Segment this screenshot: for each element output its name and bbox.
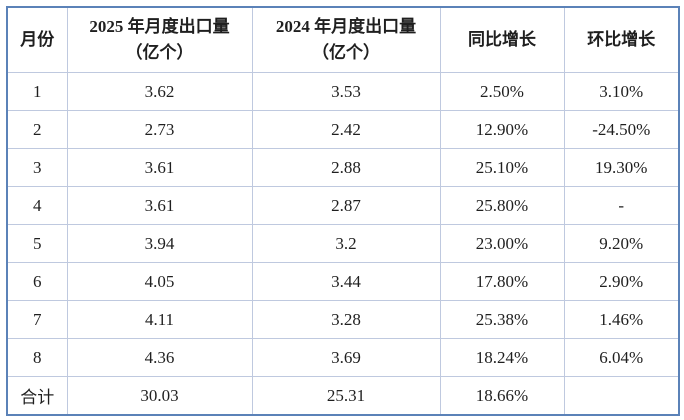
cell-mom-growth: 19.30% — [563, 148, 680, 187]
cell-export-2024: 2.88 — [251, 148, 441, 187]
table-body: 1 3.62 3.53 2.50% 3.10% 2 2.73 2.42 12.90% -24.50… — [6, 72, 680, 416]
header-export-2025-line1: 2025 年月度出口量 — [89, 16, 230, 36]
table-row: 5 3.94 3.2 23.00% 9.20% — [6, 224, 680, 263]
total-row: 合计 30.03 25.31 18.66% — [6, 376, 680, 416]
cell-export-2024: 3.44 — [251, 262, 441, 301]
cell-export-2024: 25.31 — [251, 376, 441, 416]
cell-month: 6 — [6, 262, 68, 301]
table-row: 7 4.11 3.28 25.38% 1.46% — [6, 300, 680, 339]
cell-month: 8 — [6, 338, 68, 377]
cell-mom-growth — [563, 376, 680, 416]
cell-export-2025: 3.61 — [66, 186, 253, 225]
cell-export-2025: 4.11 — [66, 300, 253, 339]
cell-export-2025: 4.36 — [66, 338, 253, 377]
cell-export-2024: 2.42 — [251, 110, 441, 149]
cell-total-label: 合计 — [6, 376, 68, 416]
header-row: 月份 2025 年月度出口量 （亿个） 2024 年月度出口量 （亿个） 同比增… — [6, 6, 680, 73]
cell-mom-growth: 9.20% — [563, 224, 680, 263]
cell-mom-growth: 6.04% — [563, 338, 680, 377]
table-header: 月份 2025 年月度出口量 （亿个） 2024 年月度出口量 （亿个） 同比增… — [6, 6, 680, 73]
table-row: 4 3.61 2.87 25.80% - — [6, 186, 680, 225]
cell-yoy-growth: 17.80% — [439, 262, 565, 301]
header-yoy-growth: 同比增长 — [439, 6, 565, 73]
cell-yoy-growth: 2.50% — [439, 72, 565, 111]
cell-yoy-growth: 25.80% — [439, 186, 565, 225]
cell-export-2025: 3.61 — [66, 148, 253, 187]
table-row: 2 2.73 2.42 12.90% -24.50% — [6, 110, 680, 149]
header-export-2025-line2: （亿个） — [125, 43, 194, 62]
cell-mom-growth: - — [563, 186, 680, 225]
cell-export-2024: 3.2 — [251, 224, 441, 263]
cell-export-2025: 3.62 — [66, 72, 253, 111]
cell-export-2025: 3.94 — [66, 224, 253, 263]
table-row: 6 4.05 3.44 17.80% 2.90% — [6, 262, 680, 301]
cell-export-2024: 3.53 — [251, 72, 441, 111]
cell-export-2025: 2.73 — [66, 110, 253, 149]
cell-yoy-growth: 18.66% — [439, 376, 565, 416]
table-row: 3 3.61 2.88 25.10% 19.30% — [6, 148, 680, 187]
cell-yoy-growth: 23.00% — [439, 224, 565, 263]
cell-mom-growth: 1.46% — [563, 300, 680, 339]
table-row: 1 3.62 3.53 2.50% 3.10% — [6, 72, 680, 111]
monthly-export-table: 月份 2025 年月度出口量 （亿个） 2024 年月度出口量 （亿个） 同比增… — [6, 6, 680, 416]
cell-yoy-growth: 18.24% — [439, 338, 565, 377]
header-export-2024-line1: 2024 年月度出口量 — [275, 16, 417, 36]
header-export-2025: 2025 年月度出口量 （亿个） — [66, 6, 253, 73]
cell-export-2024: 3.28 — [251, 300, 441, 339]
header-export-2024-line2: （亿个） — [312, 43, 380, 62]
cell-mom-growth: 3.10% — [563, 72, 680, 111]
cell-month: 2 — [6, 110, 68, 149]
header-mom-growth: 环比增长 — [563, 6, 680, 73]
cell-export-2024: 2.87 — [251, 186, 441, 225]
cell-yoy-growth: 25.38% — [439, 300, 565, 339]
cell-yoy-growth: 25.10% — [439, 148, 565, 187]
header-export-2024: 2024 年月度出口量 （亿个） — [251, 6, 441, 73]
cell-export-2025: 30.03 — [66, 376, 253, 416]
cell-export-2024: 3.69 — [251, 338, 441, 377]
cell-yoy-growth: 12.90% — [439, 110, 565, 149]
cell-month: 3 — [6, 148, 68, 187]
cell-month: 7 — [6, 300, 68, 339]
cell-mom-growth: 2.90% — [563, 262, 680, 301]
table-row: 8 4.36 3.69 18.24% 6.04% — [6, 338, 680, 377]
cell-export-2025: 4.05 — [66, 262, 253, 301]
header-month: 月份 — [6, 6, 68, 73]
cell-mom-growth: -24.50% — [563, 110, 680, 149]
cell-month: 5 — [6, 224, 68, 263]
cell-month: 4 — [6, 186, 68, 225]
monthly-export-table-container: 月份 2025 年月度出口量 （亿个） 2024 年月度出口量 （亿个） 同比增… — [6, 6, 680, 416]
cell-month: 1 — [6, 72, 68, 111]
